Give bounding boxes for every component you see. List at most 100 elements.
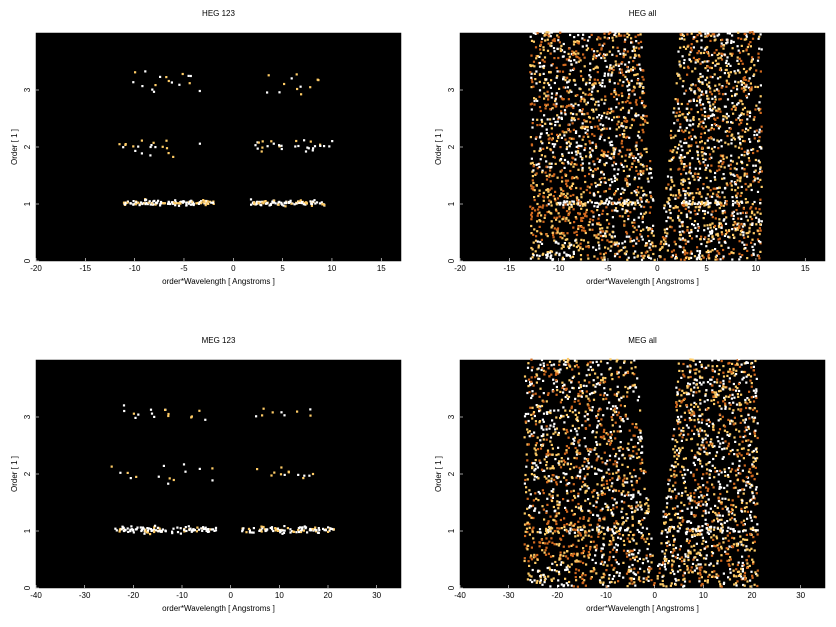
event-pixel — [297, 200, 300, 203]
event-pixel — [726, 484, 729, 487]
event-pixel — [550, 42, 553, 45]
event-pixel — [674, 146, 677, 149]
event-pixel — [536, 32, 539, 35]
event-pixel — [637, 191, 640, 194]
event-pixel — [544, 94, 548, 97]
event-pixel — [692, 175, 695, 178]
event-pixel — [730, 397, 733, 400]
event-pixel — [577, 560, 580, 563]
event-pixel — [574, 239, 577, 242]
event-pixel — [558, 194, 562, 198]
event-pixel — [615, 54, 618, 58]
event-pixel — [573, 202, 576, 205]
event-pixel — [537, 244, 540, 247]
event-pixel — [637, 504, 640, 507]
event-pixel — [556, 133, 559, 136]
event-pixel — [717, 140, 720, 143]
event-pixel — [551, 63, 554, 66]
event-pixel — [740, 501, 744, 504]
event-pixel — [728, 73, 731, 76]
event-pixel — [627, 256, 630, 259]
event-pixel — [565, 451, 568, 454]
event-pixel — [634, 573, 638, 576]
event-pixel — [720, 45, 723, 48]
event-pixel — [630, 480, 633, 483]
event-pixel — [690, 203, 694, 206]
event-pixel — [567, 151, 570, 154]
event-pixel — [621, 463, 624, 466]
event-pixel — [537, 490, 540, 494]
event-pixel — [694, 167, 697, 170]
event-pixel — [309, 140, 312, 143]
event-pixel — [647, 255, 650, 258]
event-pixel — [588, 74, 591, 77]
event-pixel — [623, 120, 626, 123]
event-pixel — [725, 59, 728, 62]
event-pixel — [752, 456, 755, 459]
event-pixel — [735, 584, 738, 587]
event-pixel — [732, 382, 735, 386]
event-pixel — [198, 201, 201, 204]
event-pixel — [697, 172, 700, 175]
event-pixel — [679, 154, 682, 157]
event-pixel — [241, 530, 244, 533]
event-pixel — [289, 199, 292, 202]
event-pixel — [599, 159, 602, 162]
event-pixel — [613, 148, 617, 151]
event-pixel — [676, 556, 679, 560]
event-pixel — [542, 72, 545, 75]
event-pixel — [596, 424, 599, 427]
event-pixel — [758, 219, 761, 222]
event-pixel — [724, 61, 728, 65]
event-pixel — [148, 527, 151, 530]
event-pixel — [682, 246, 685, 249]
event-pixel — [757, 254, 760, 258]
event-pixel — [573, 51, 576, 54]
event-pixel — [559, 390, 562, 393]
event-pixel — [274, 202, 277, 205]
event-pixel — [563, 242, 566, 245]
event-pixel — [617, 489, 621, 493]
event-pixel — [753, 200, 756, 204]
event-pixel — [637, 225, 640, 228]
event-pixel — [680, 401, 683, 404]
event-pixel — [647, 498, 650, 501]
event-pixel — [572, 67, 576, 70]
event-pixel — [212, 528, 215, 531]
event-pixel — [689, 46, 693, 50]
event-pixel — [714, 248, 717, 251]
event-pixel — [739, 119, 742, 122]
event-pixel — [530, 54, 533, 57]
event-pixel — [713, 146, 716, 149]
event-pixel — [606, 112, 609, 115]
event-pixel — [531, 122, 534, 125]
event-pixel — [529, 205, 532, 208]
event-pixel — [604, 246, 607, 249]
event-pixel — [697, 179, 700, 182]
event-pixel — [198, 467, 201, 470]
event-pixel — [321, 202, 324, 206]
event-pixel — [619, 203, 622, 206]
event-pixel — [678, 209, 681, 212]
event-pixel — [545, 510, 548, 513]
event-pixel — [578, 57, 581, 60]
event-pixel — [740, 191, 743, 195]
event-pixel — [531, 366, 534, 369]
event-pixel — [620, 163, 623, 166]
event-pixel — [667, 540, 670, 543]
event-pixel — [614, 531, 617, 535]
event-pixel — [758, 145, 761, 149]
event-pixel — [547, 203, 550, 206]
event-pixel — [697, 430, 700, 433]
event-pixel — [604, 98, 607, 102]
event-pixel — [610, 197, 613, 200]
event-pixel — [566, 179, 570, 182]
event-pixel — [541, 37, 544, 40]
event-pixel — [607, 72, 610, 75]
event-pixel — [740, 217, 743, 220]
event-pixel — [681, 204, 684, 207]
event-pixel — [729, 163, 732, 166]
event-pixel — [699, 103, 702, 107]
event-pixel — [596, 529, 599, 532]
event-pixel — [603, 154, 606, 157]
